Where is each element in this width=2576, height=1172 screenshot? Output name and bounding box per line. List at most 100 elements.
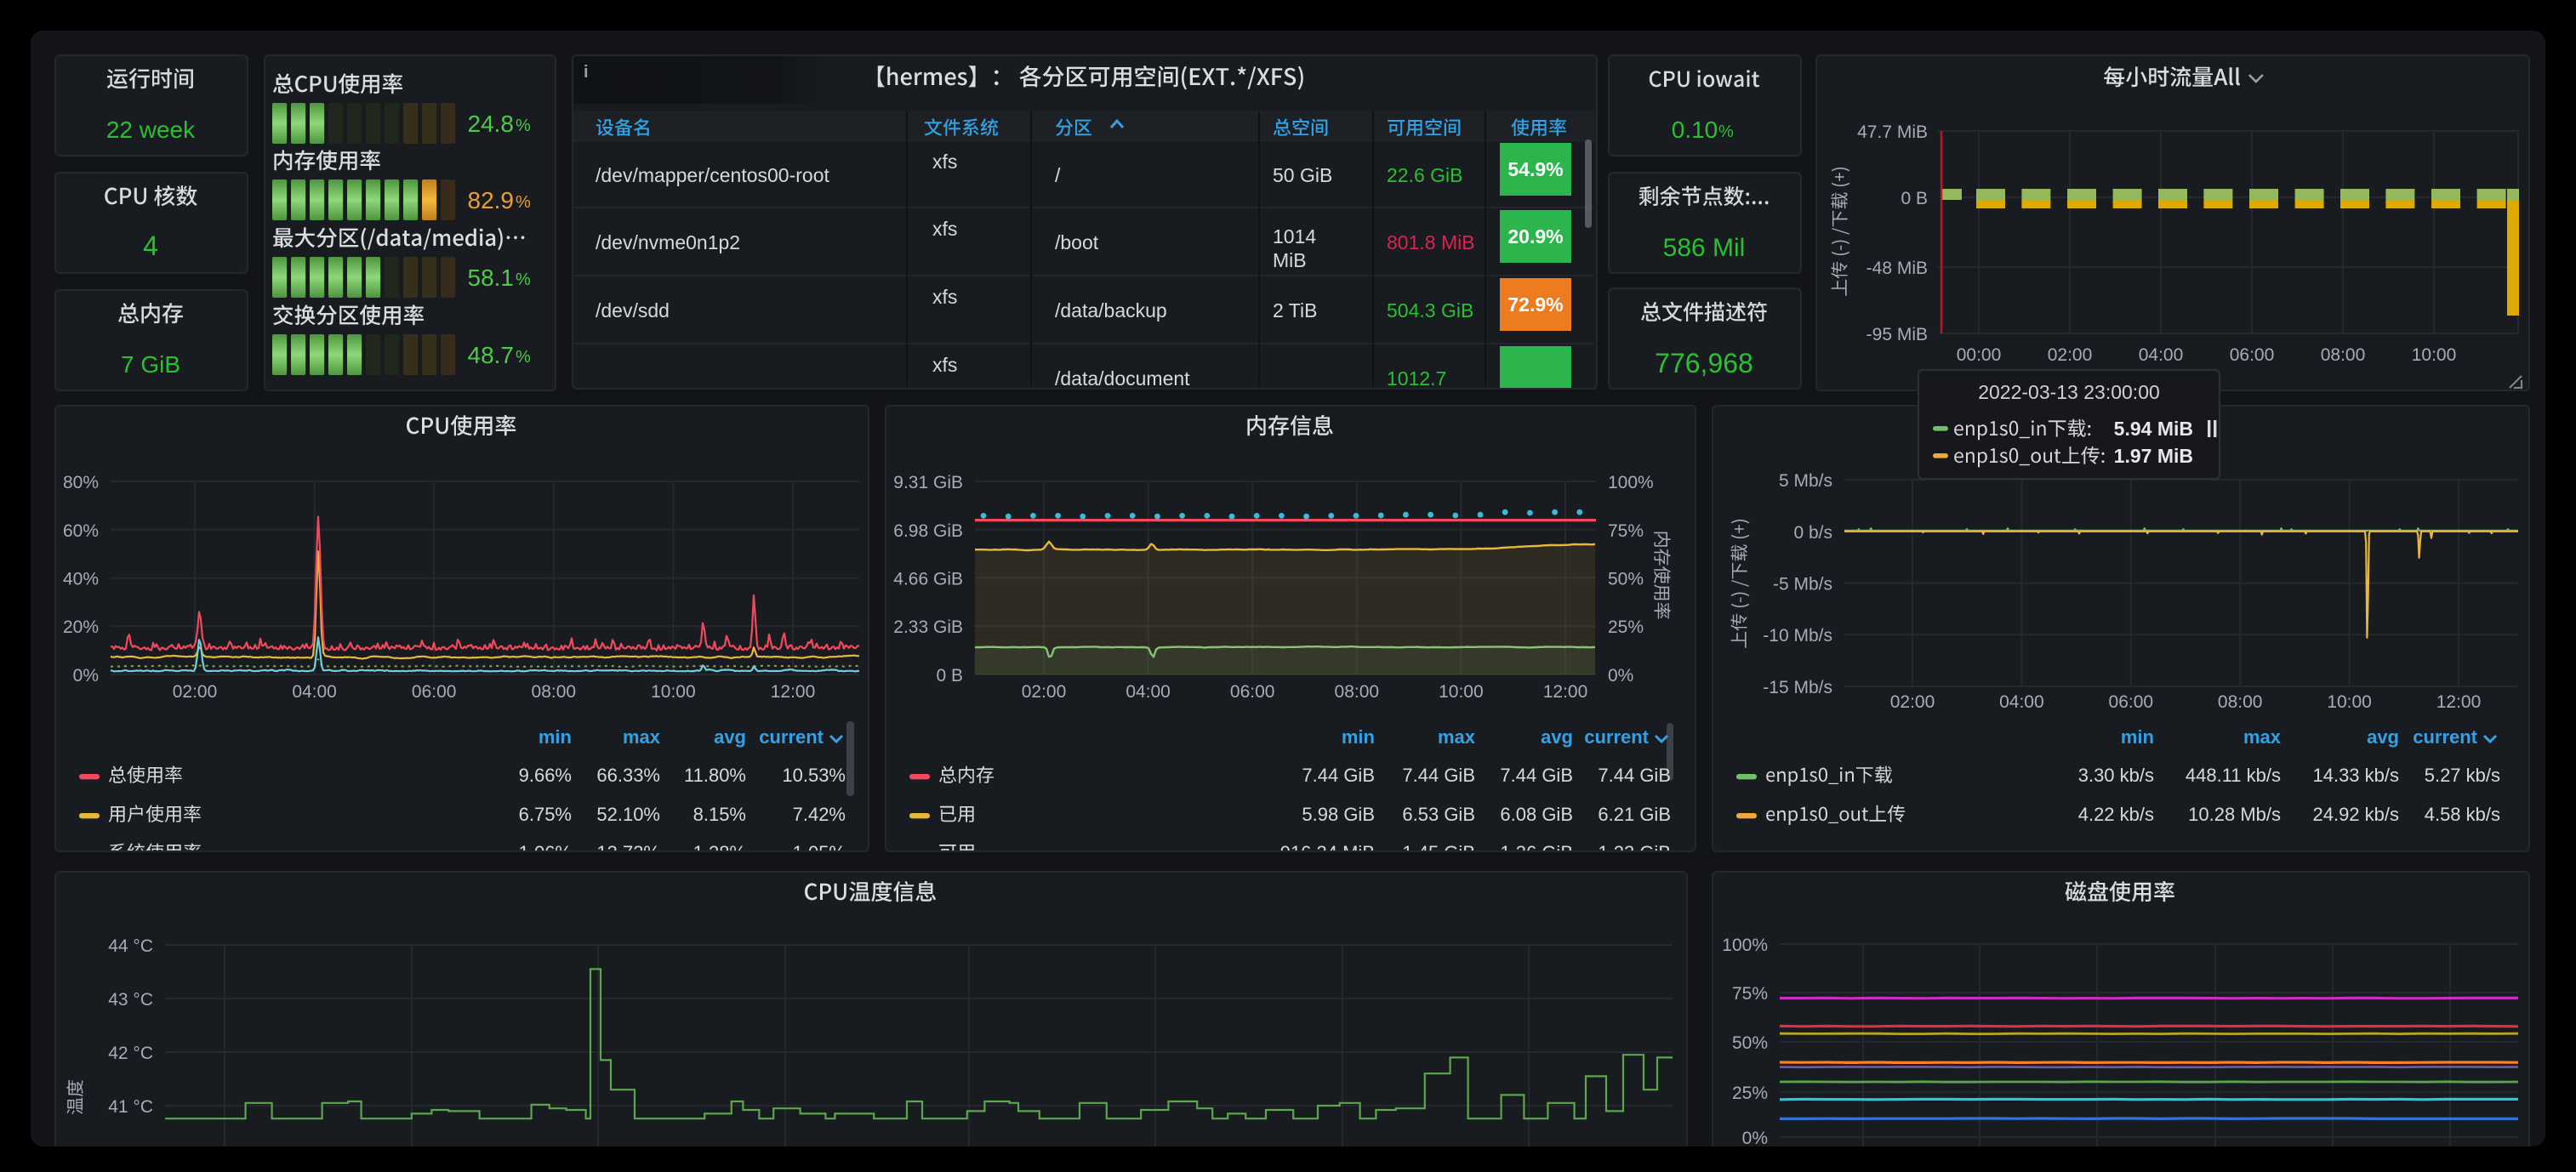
svg-text:10.28 Mb/s: 10.28 Mb/s: [2188, 804, 2281, 825]
svg-text:75%: 75%: [1732, 984, 1768, 1004]
svg-text:/data/backup: /data/backup: [1055, 299, 1167, 321]
svg-text:7.44 GiB: 7.44 GiB: [1302, 765, 1375, 786]
svg-text:02:00: 02:00: [1022, 682, 1067, 702]
svg-text:47.7 MiB: 47.7 MiB: [1857, 122, 1928, 142]
svg-text:1.45 GiB: 1.45 GiB: [1402, 842, 1475, 863]
svg-text:22 week: 22 week: [106, 117, 196, 143]
svg-text:10:00: 10:00: [2327, 692, 2372, 712]
svg-text:0%: 0%: [73, 666, 99, 686]
svg-text:%: %: [1718, 122, 1734, 141]
svg-text:0 B: 0 B: [1901, 189, 1928, 208]
svg-text:2.33 GiB: 2.33 GiB: [893, 617, 963, 637]
svg-text:/dev/sdd: /dev/sdd: [596, 299, 670, 321]
svg-text:1.36 GiB: 1.36 GiB: [1500, 842, 1573, 863]
svg-text:20%: 20%: [63, 617, 99, 637]
svg-text:-5 Mb/s: -5 Mb/s: [1773, 575, 1832, 595]
svg-text:4.22 kb/s: 4.22 kb/s: [2078, 804, 2154, 825]
svg-text:75%: 75%: [1608, 521, 1644, 541]
svg-text:/dev/mapper/centos00-root: /dev/mapper/centos00-root: [596, 164, 829, 186]
svg-text:0 b/s: 0 b/s: [1793, 523, 1832, 543]
svg-text:6.21 GiB: 6.21 GiB: [1598, 804, 1671, 825]
svg-text:avg: avg: [714, 726, 746, 748]
svg-text:00:00: 00:00: [1957, 345, 2002, 365]
svg-text:06:00: 06:00: [2230, 345, 2275, 365]
svg-text:10:00: 10:00: [1439, 682, 1484, 702]
svg-text:6.08 GiB: 6.08 GiB: [1500, 804, 1573, 825]
svg-text:40%: 40%: [63, 570, 99, 589]
svg-text:06:00: 06:00: [412, 682, 457, 702]
svg-text:current: current: [1584, 726, 1649, 748]
svg-text:02:00: 02:00: [2048, 345, 2093, 365]
svg-text:xfs: xfs: [932, 354, 957, 376]
svg-text:50%: 50%: [1608, 570, 1644, 589]
svg-text:13.73%: 13.73%: [596, 842, 660, 863]
svg-text:12:00: 12:00: [771, 682, 816, 702]
svg-text:04:00: 04:00: [292, 682, 337, 702]
svg-text:0%: 0%: [1742, 1129, 1768, 1148]
svg-text:43 °C: 43 °C: [108, 990, 153, 1010]
svg-text:66.33%: 66.33%: [596, 765, 660, 786]
svg-text:avg: avg: [2367, 726, 2399, 748]
svg-text:xfs: xfs: [932, 286, 957, 308]
svg-text:1014: 1014: [1273, 225, 1316, 247]
svg-text:2 TiB: 2 TiB: [1273, 299, 1317, 321]
svg-text:12:00: 12:00: [1543, 682, 1588, 702]
svg-text:%: %: [516, 270, 531, 289]
svg-text:08:00: 08:00: [2218, 692, 2263, 712]
svg-text:1.06%: 1.06%: [519, 842, 572, 863]
svg-text:-95 MiB: -95 MiB: [1866, 325, 1928, 344]
svg-text:0.10: 0.10: [1672, 117, 1718, 143]
svg-text:100%: 100%: [1608, 473, 1654, 492]
svg-text:8.15%: 8.15%: [693, 804, 746, 825]
svg-text:1.05%: 1.05%: [793, 842, 846, 863]
svg-text:7.44 GiB: 7.44 GiB: [1402, 765, 1475, 786]
svg-text:%: %: [516, 117, 531, 135]
svg-text:02:00: 02:00: [173, 682, 218, 702]
svg-text:24.8: 24.8: [468, 111, 515, 137]
svg-text:25%: 25%: [1732, 1084, 1768, 1103]
svg-text:5.98 GiB: 5.98 GiB: [1302, 804, 1375, 825]
svg-text:41 °C: 41 °C: [108, 1097, 153, 1117]
svg-text:5.27 kb/s: 5.27 kb/s: [2425, 765, 2500, 786]
svg-text:0 B: 0 B: [936, 666, 963, 686]
svg-text:25%: 25%: [1608, 617, 1644, 637]
svg-text:50%: 50%: [1732, 1033, 1768, 1053]
svg-text:5.94 MiB: 5.94 MiB: [2114, 418, 2193, 440]
svg-text:448.11 kb/s: 448.11 kb/s: [2186, 765, 2281, 786]
svg-text:-15 Mb/s: -15 Mb/s: [1763, 678, 1832, 697]
svg-text:1012.7: 1012.7: [1387, 367, 1446, 390]
svg-text:/: /: [1055, 164, 1061, 186]
svg-text:916.34 MiB: 916.34 MiB: [1280, 842, 1375, 863]
svg-text:04:00: 04:00: [1999, 692, 2044, 712]
svg-text:04:00: 04:00: [1126, 682, 1171, 702]
svg-text:-48 MiB: -48 MiB: [1866, 259, 1928, 278]
svg-text:10:00: 10:00: [2412, 345, 2457, 365]
svg-text:100%: 100%: [1722, 936, 1768, 955]
svg-text:08:00: 08:00: [2321, 345, 2366, 365]
svg-text:xfs: xfs: [932, 151, 957, 173]
svg-text:/data/document: /data/document: [1055, 367, 1190, 390]
svg-text:7.42%: 7.42%: [793, 804, 846, 825]
svg-text:44 °C: 44 °C: [108, 936, 153, 956]
svg-text:82.9: 82.9: [468, 187, 515, 213]
svg-text:801.8 MiB: 801.8 MiB: [1387, 231, 1475, 253]
svg-text:MiB: MiB: [1273, 249, 1307, 271]
svg-text:24.92 kb/s: 24.92 kb/s: [2312, 804, 2399, 825]
svg-text:1.28%: 1.28%: [693, 842, 746, 863]
svg-text:i: i: [584, 63, 589, 82]
svg-text:60%: 60%: [63, 521, 99, 541]
svg-text:1.97 MiB: 1.97 MiB: [2114, 445, 2193, 467]
svg-text:4.58 kb/s: 4.58 kb/s: [2425, 804, 2500, 825]
svg-text:22.6 GiB: 22.6 GiB: [1387, 164, 1463, 186]
svg-text:/boot: /boot: [1055, 231, 1099, 253]
svg-text:6.75%: 6.75%: [519, 804, 572, 825]
svg-text:58.1: 58.1: [468, 265, 515, 291]
svg-text:72.9%: 72.9%: [1507, 293, 1563, 316]
svg-text:6.98 GiB: 6.98 GiB: [893, 521, 963, 541]
svg-text:48.7: 48.7: [468, 342, 515, 368]
svg-text:10:00: 10:00: [651, 682, 696, 702]
svg-text:7.44 GiB: 7.44 GiB: [1500, 765, 1573, 786]
svg-text:5 Mb/s: 5 Mb/s: [1779, 471, 1832, 491]
svg-text:52.10%: 52.10%: [596, 804, 660, 825]
svg-text:54.9%: 54.9%: [1507, 158, 1563, 180]
